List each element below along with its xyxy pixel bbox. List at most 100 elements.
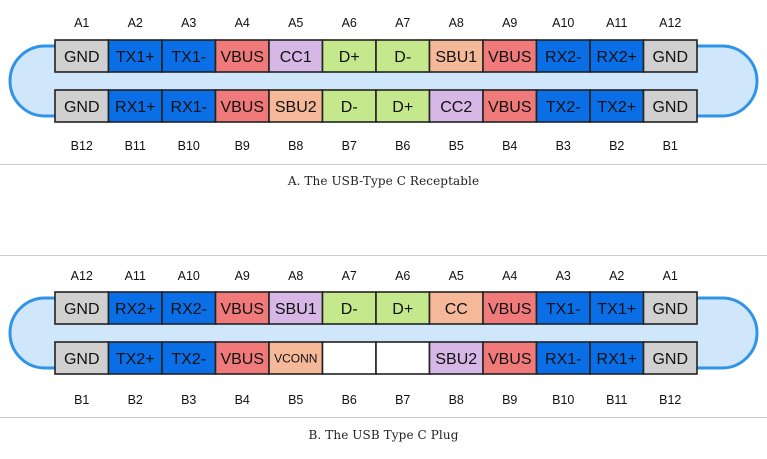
receptacle-bottom-contact-label: B5: [449, 139, 464, 153]
plug-top-contact-label: A9: [235, 269, 250, 283]
receptacle-bottom-pin-label: D-: [341, 99, 358, 116]
receptacle-bottom-pin: [535, 89, 591, 123]
plug-bottom-pin-label: SBU2: [435, 351, 477, 368]
receptacle-top-contact-label: A3: [181, 16, 196, 30]
plug-bottom-pin: [321, 341, 377, 375]
plug-bottom-pin: [161, 341, 217, 375]
receptacle-top-pin: [54, 39, 110, 73]
plug-bottom-pin: [535, 341, 591, 375]
receptacle-top-pin-label: VBUS: [220, 49, 264, 66]
receptacle-top-pin-label: CC1: [280, 49, 312, 66]
receptacle-bottom-pin-label: RX1-: [171, 99, 207, 116]
receptacle-top-pin: [107, 39, 163, 73]
receptacle-bottom-pin: [107, 89, 163, 123]
plug-top-pin-label: D-: [341, 301, 358, 318]
receptacle-top-pin: [589, 39, 645, 73]
plug-top-pin: [54, 291, 110, 325]
plug-bottom-contact-label: B9: [502, 393, 517, 407]
receptacle-bottom-contact-label: B2: [609, 139, 624, 153]
plug-top-contact-label: A8: [288, 269, 303, 283]
plug-bottom-contact-label: B4: [235, 393, 250, 407]
receptacle-bottom-pin-label: RX1+: [115, 99, 155, 116]
receptacle-bottom-pin: [214, 89, 270, 123]
plug-bottom-contact-label: B1: [74, 393, 89, 407]
receptacle-top-pin-label: TX1+: [116, 49, 155, 66]
plug-top-contact-label: A1: [663, 269, 678, 283]
plug-bottom-contact-label: B6: [342, 393, 357, 407]
plug-panel: [0, 255, 767, 418]
plug-bottom-pin-label: GND: [64, 351, 100, 368]
receptacle-bottom-pin: [54, 89, 110, 123]
receptacle-bottom-contact-label: B12: [71, 139, 93, 153]
plug-top-pin-label: GND: [64, 301, 100, 318]
plug-top-contact-label: A2: [609, 269, 624, 283]
receptacle-bottom-pin-label: CC2: [440, 99, 472, 116]
plug-top-pin-label: CC: [445, 301, 468, 318]
plug-bottom-pin: [268, 341, 324, 375]
plug-top-pin: [107, 291, 163, 325]
plug-top-pin: [375, 291, 431, 325]
receptacle-bottom-contact-label: B6: [395, 139, 410, 153]
plug-top-pin-label: VBUS: [488, 301, 532, 318]
receptacle-top-contact-label: A8: [449, 16, 464, 30]
plug-top-pin-label: TX1-: [546, 301, 581, 318]
receptacle-caption: A. The USB-Type C Receptable: [287, 174, 480, 188]
receptacle-bottom-pin-label: GND: [64, 99, 100, 116]
receptacle-top-pin-label: SBU1: [435, 49, 477, 66]
plug-bottom-pin-label: RX1-: [545, 351, 581, 368]
plug-top-pin: [268, 291, 324, 325]
plug-bottom-pin-label: VBUS: [488, 351, 532, 368]
receptacle-top-pin: [375, 39, 431, 73]
receptacle-bottom-contact-label: B3: [556, 139, 571, 153]
plug-top-contact-label: A11: [125, 269, 146, 283]
plug-top-pin: [161, 291, 217, 325]
plug-top-pin-label: RX2-: [171, 301, 207, 318]
plug-top-pin-label: VBUS: [220, 301, 264, 318]
receptacle-bottom-contact-label: B1: [663, 139, 678, 153]
plug-top-contact-label: A3: [556, 269, 571, 283]
plug-bottom-pin-label: TX2+: [116, 351, 155, 368]
plug-top-contact-label: A6: [395, 269, 410, 283]
plug-top-pin: [642, 291, 698, 325]
plug-top-pin: [214, 291, 270, 325]
receptacle-top-pin-label: GND: [652, 49, 688, 66]
receptacle-bottom-pin-label: D+: [392, 99, 413, 116]
receptacle-panel: [0, 0, 767, 165]
plug-bottom-pin-label: RX1+: [597, 351, 637, 368]
receptacle-top-contact-label: A7: [395, 16, 410, 30]
receptacle-top-pin-label: RX2+: [597, 49, 637, 66]
receptacle-top-pin: [161, 39, 217, 73]
plug-bottom-contact-label: B7: [395, 393, 410, 407]
plug-top-pin: [535, 291, 591, 325]
receptacle-top-contact-label: A2: [128, 16, 143, 30]
receptacle-top-contact-label: A5: [288, 16, 303, 30]
receptacle-bottom-pin: [428, 89, 484, 123]
plug-bottom-pin: [214, 341, 270, 375]
plug-bottom-contact-label: B10: [552, 393, 574, 407]
receptacle-bottom-pin-label: GND: [652, 99, 688, 116]
plug-top-pin: [589, 291, 645, 325]
plug-bottom-pin: [375, 341, 431, 375]
plug-top-pin: [428, 291, 484, 325]
receptacle-bottom-pin-label: TX2-: [546, 99, 581, 116]
plug-top-pin-label: D+: [392, 301, 413, 318]
plug-bottom-pin-label: VBUS: [220, 351, 264, 368]
receptacle-top-contact-label: A1: [74, 16, 89, 30]
receptacle-top-pin-label: GND: [64, 49, 100, 66]
receptacle-bottom-pin-label: SBU2: [275, 99, 317, 116]
receptacle-top-pin: [535, 39, 591, 73]
receptacle-top-pin: [482, 39, 538, 73]
plug-top-pin-label: RX2+: [115, 301, 155, 318]
receptacle-bottom-contact-label: B8: [288, 139, 303, 153]
plug-bottom-contact-label: B3: [181, 393, 196, 407]
receptacle-top-pin: [214, 39, 270, 73]
receptacle-top-pin: [268, 39, 324, 73]
receptacle-top-pin-label: VBUS: [488, 49, 532, 66]
receptacle-top-contact-label: A4: [235, 16, 250, 30]
plug-bottom-contact-label: B11: [606, 393, 627, 407]
plug-bottom-pin: [642, 341, 698, 375]
plug-top-pin: [321, 291, 377, 325]
plug-top-pin-label: TX1+: [597, 301, 636, 318]
receptacle-tongue: [55, 72, 697, 90]
